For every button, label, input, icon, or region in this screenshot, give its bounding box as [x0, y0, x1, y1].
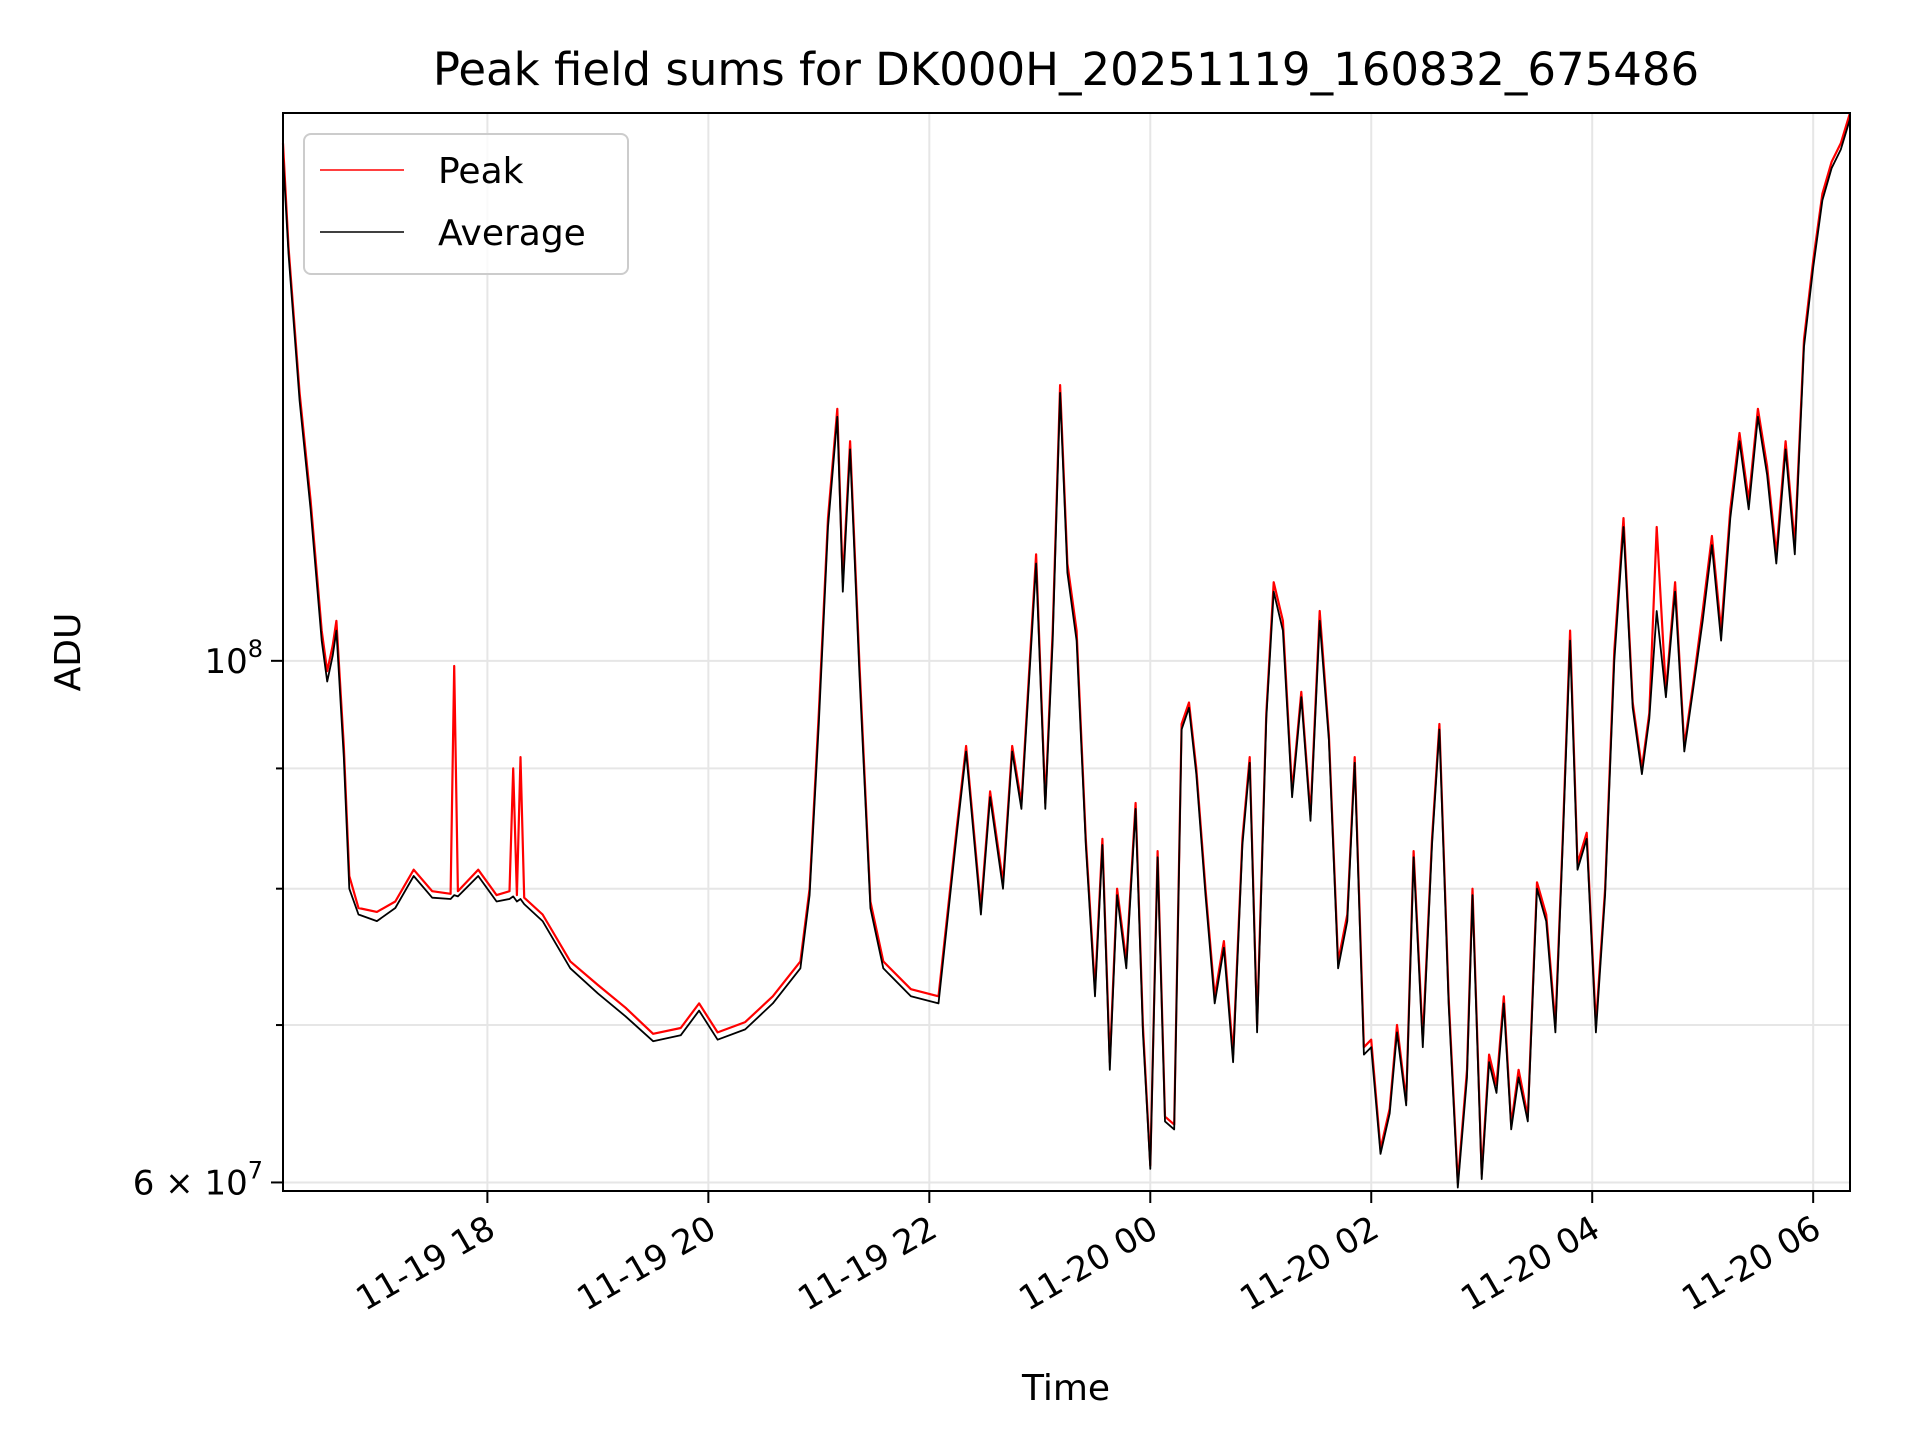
grid-lines — [283, 113, 1850, 1191]
series-line-average — [282, 118, 1851, 1189]
y-tick-label: 6 × 107 — [133, 1156, 263, 1203]
legend: Peak Average — [303, 133, 629, 275]
y-axis-label: ADU — [48, 613, 89, 692]
legend-box — [303, 133, 629, 275]
legend-label-average: Average — [438, 213, 586, 254]
plot-frame — [282, 112, 1851, 1192]
y-tick-label: 108 — [204, 635, 263, 682]
legend-label-peak: Peak — [438, 151, 524, 192]
chart-title: Peak field sums for DK000H_20251119_1608… — [433, 43, 1699, 96]
x-axis-label: Time — [1021, 1368, 1110, 1409]
y-axis-ticks: 6 × 107 108 — [133, 635, 283, 1203]
series-lines — [281, 112, 1852, 1189]
